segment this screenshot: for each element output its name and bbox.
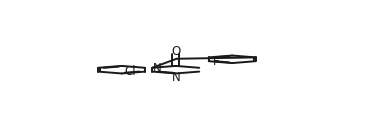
Text: O: O [171, 45, 180, 58]
Text: N: N [153, 62, 162, 75]
Text: N: N [171, 71, 180, 84]
Text: Cl: Cl [124, 65, 136, 78]
Text: F: F [213, 55, 220, 68]
